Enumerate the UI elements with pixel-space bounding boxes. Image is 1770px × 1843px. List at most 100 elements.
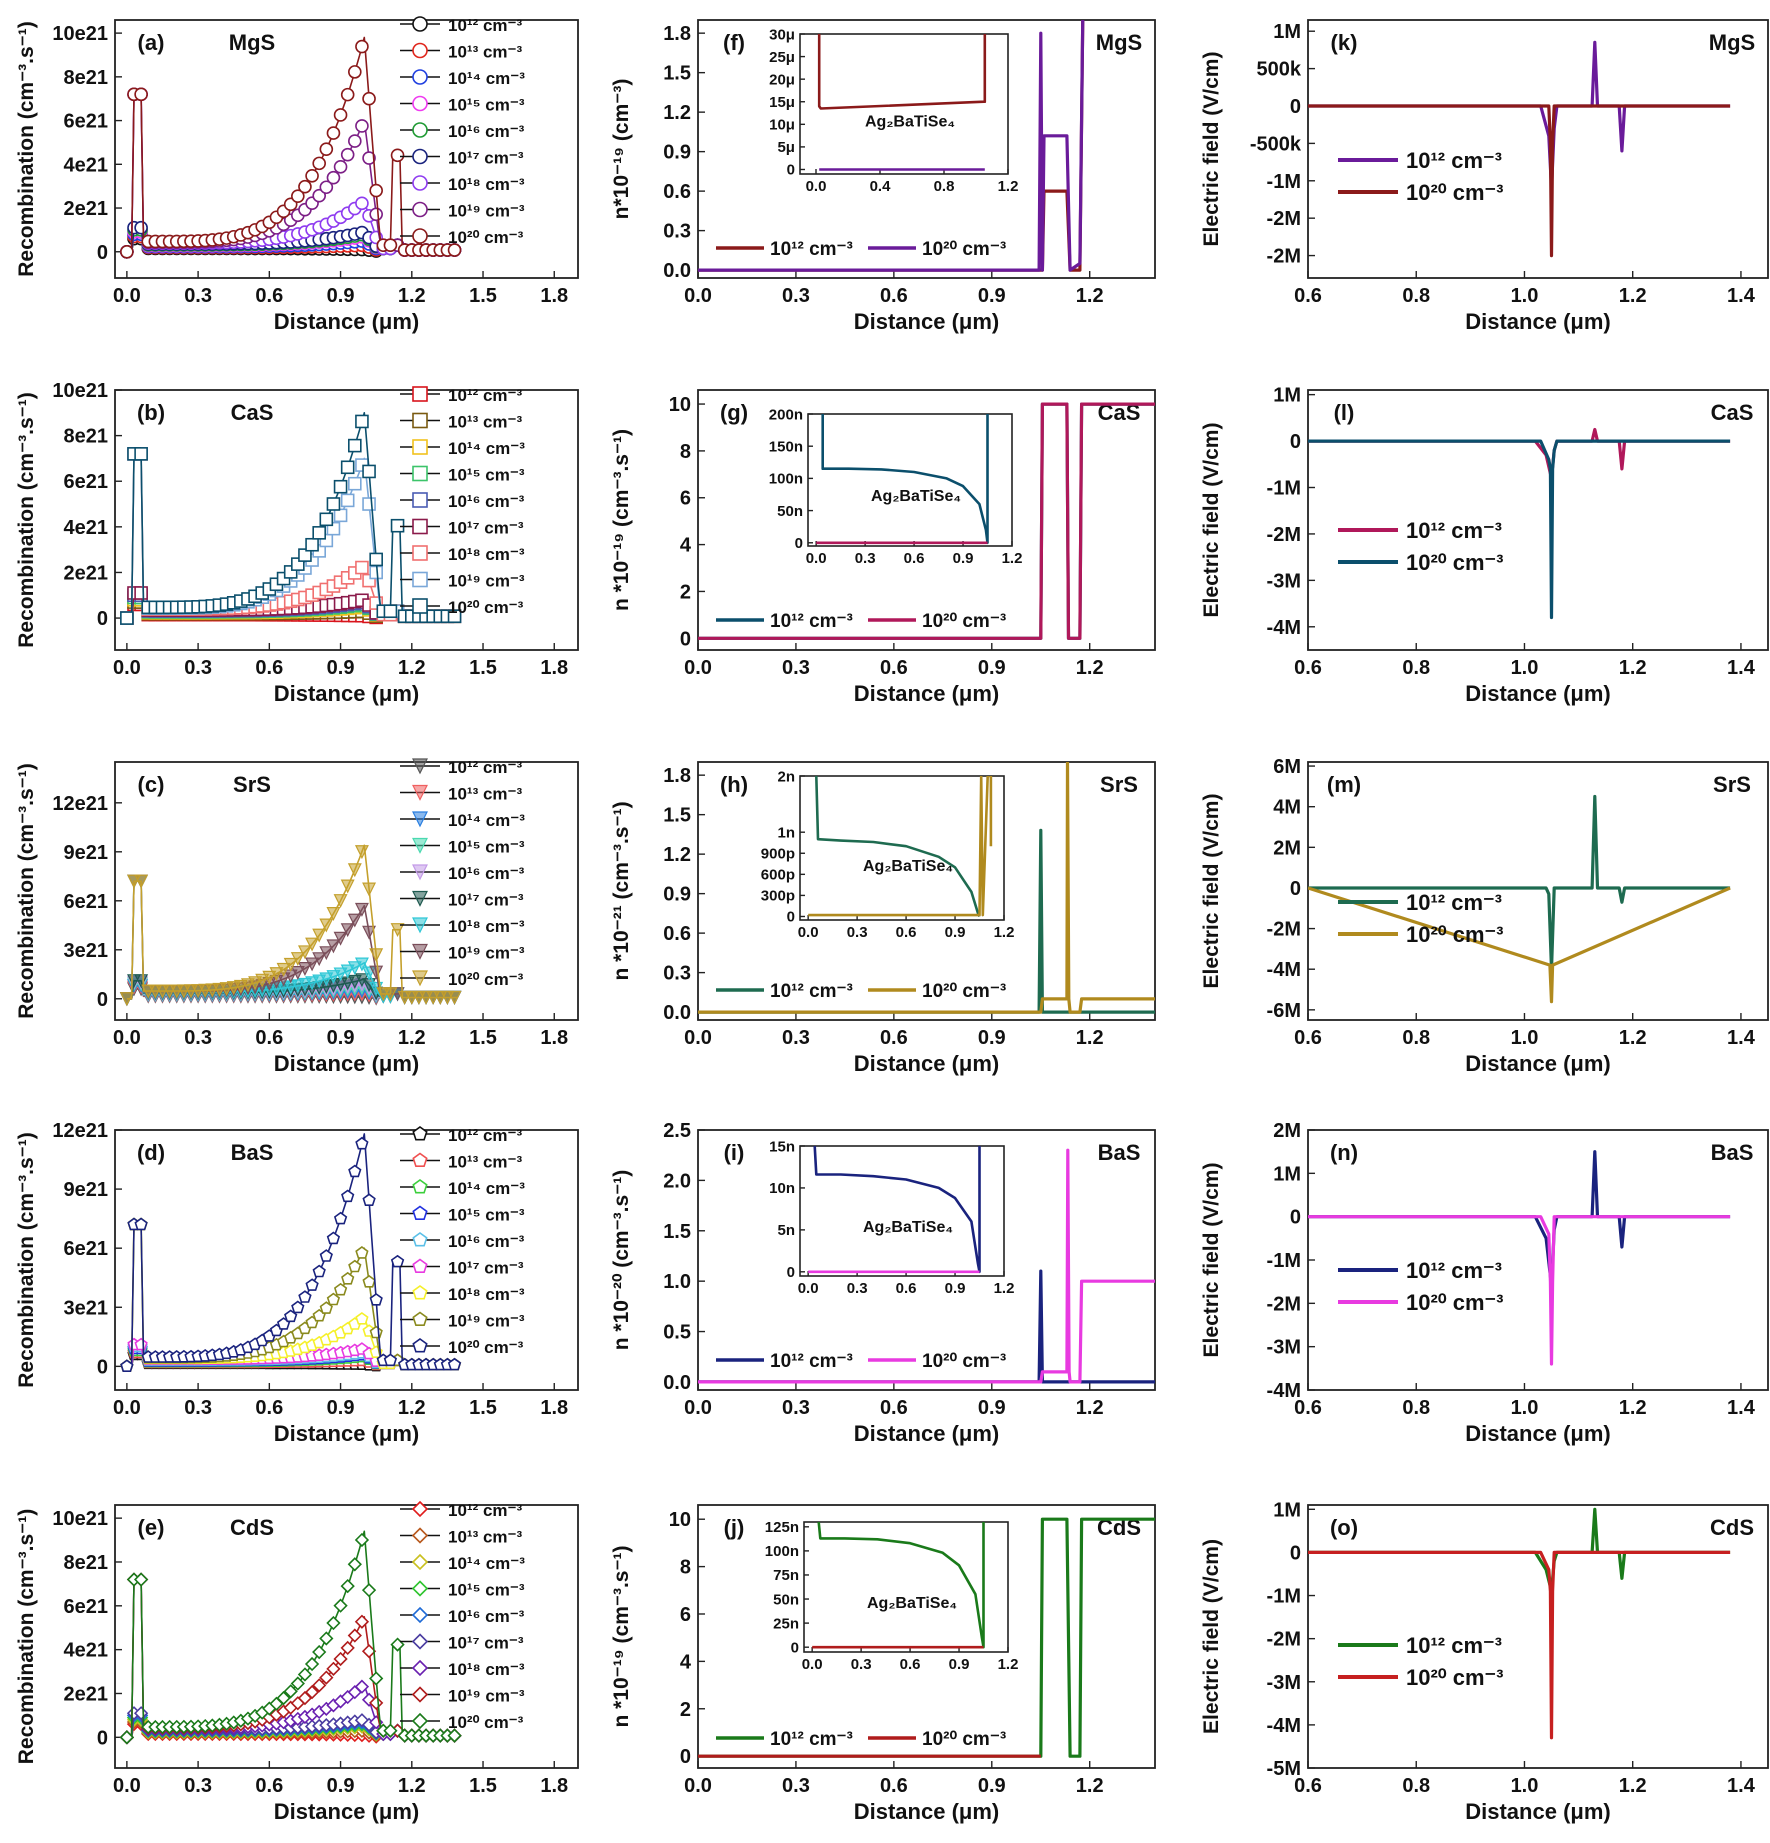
- x-tick-label: 0.0: [798, 924, 819, 941]
- data-point: [362, 925, 377, 940]
- data-point: [412, 864, 428, 881]
- data-point: [319, 512, 334, 527]
- y-tick-label: -3M: [1267, 570, 1301, 592]
- data-point: [333, 108, 348, 122]
- y-tick-label: 0: [787, 1264, 795, 1281]
- y-tick-label: 8e21: [64, 426, 109, 448]
- x-tick-label: 0.9: [978, 657, 1006, 679]
- material-label: CaS: [1711, 400, 1754, 425]
- legend-entry: 10²⁰ cm⁻³: [1406, 180, 1503, 205]
- y-tick-label: 0.9: [663, 884, 691, 906]
- plot-frame: [1307, 761, 1769, 1021]
- data-point: [347, 961, 362, 976]
- y-tick-label: 10μ: [769, 117, 795, 134]
- inset-label: Ag₂BaTiSe₄: [863, 1219, 953, 1236]
- y-tick-label: 4e21: [64, 517, 109, 539]
- legend-entry: 10¹⁵ cm⁻³: [448, 1206, 525, 1225]
- data-point: [411, 1553, 429, 1571]
- data-point: [383, 1353, 398, 1367]
- y-tick-label: 0.3: [663, 963, 691, 985]
- y-tick-label: 2n: [777, 768, 795, 785]
- inset-frame: [799, 775, 1005, 921]
- series-line: [1308, 439, 1731, 620]
- legend-entry: 10¹² cm⁻³: [448, 386, 522, 405]
- legend-entry: 10²⁰ cm⁻³: [922, 1729, 1006, 1750]
- data-point: [361, 1583, 377, 1598]
- legend-entry: 10²⁰ cm⁻³: [922, 611, 1006, 632]
- data-point: [305, 537, 319, 552]
- data-point: [319, 1301, 333, 1314]
- data-point: [305, 957, 320, 972]
- data-point: [340, 1640, 355, 1656]
- legend-entry: 10¹⁸ cm⁻³: [448, 917, 525, 936]
- y-tick-label: 6e21: [64, 891, 109, 913]
- y-tick-label: -1M: [1267, 1250, 1301, 1272]
- data-point: [134, 974, 149, 989]
- data-point: [312, 1264, 326, 1278]
- x-tick-label: 1.2: [998, 178, 1019, 195]
- data-point: [362, 464, 376, 479]
- x-tick-label: 0.6: [255, 657, 283, 679]
- inset-label: Ag₂BaTiSe₄: [865, 113, 955, 130]
- data-point: [412, 492, 428, 508]
- y-tick-label: 25n: [773, 1615, 799, 1632]
- data-point: [369, 965, 384, 980]
- data-point: [412, 1205, 428, 1220]
- x-tick-label: 0.3: [184, 657, 212, 679]
- x-tick-label: 0.3: [184, 1775, 212, 1797]
- x-tick-label: 0.3: [851, 1656, 872, 1673]
- y-tick-label: 6: [680, 1604, 691, 1626]
- data-point: [298, 1290, 312, 1303]
- series-8: [120, 1133, 462, 1372]
- legend-entry: 10¹⁵ cm⁻³: [448, 466, 525, 485]
- legend-entry: 10¹⁹ cm⁻³: [448, 572, 525, 591]
- legend-entry: 10¹² cm⁻³: [770, 611, 853, 632]
- series-line: [1308, 1507, 1731, 1593]
- data-point: [362, 91, 376, 106]
- panel-label: (n): [1330, 1140, 1358, 1165]
- data-point: [326, 1231, 341, 1245]
- panel-label: (l): [1334, 400, 1355, 425]
- x-tick-label: 0.9: [945, 1280, 966, 1297]
- legend-entry: 10²⁰ cm⁻³: [1406, 922, 1503, 947]
- legend-entry: 10¹⁴ cm⁻³: [448, 69, 525, 88]
- x-tick-label: 1.8: [540, 1775, 568, 1797]
- y-tick-label: -1M: [1267, 171, 1301, 193]
- panel-j: 0.0 0.3 0.6 0.9 1.2 0 2 4 6 8 10 Distance (μm) n *10…: [610, 1504, 1156, 1824]
- x-tick-label: 0.8: [1402, 285, 1430, 307]
- data-point: [333, 479, 348, 494]
- inset-series-line: [808, 776, 993, 917]
- y-tick-label: 6e21: [64, 471, 109, 493]
- x-tick-label: 1.4: [1727, 285, 1756, 307]
- legend-entry: 10¹³ cm⁻³: [448, 1528, 522, 1547]
- y-tick-label: 150n: [769, 438, 803, 455]
- y-tick-label: 0: [1290, 96, 1301, 118]
- data-point: [412, 122, 428, 138]
- data-point: [354, 902, 369, 917]
- data-point: [390, 518, 405, 533]
- plot-frame: [697, 1129, 1156, 1391]
- panel-o: 0.6 0.8 1.0 1.2 1.4 1M 0 -1M -2M -3M -4M -5M Distanc…: [1200, 1499, 1769, 1824]
- data-point: [355, 1246, 369, 1259]
- data-point: [326, 1661, 341, 1676]
- y-tick-label: 2e21: [64, 198, 109, 220]
- legend-entry: 10²⁰ cm⁻³: [1406, 1665, 1503, 1690]
- data-point: [333, 894, 348, 909]
- y-tick-label: -6M: [1267, 1000, 1301, 1022]
- data-point: [333, 1211, 348, 1225]
- legend-entry: 10¹³ cm⁻³: [448, 1153, 522, 1172]
- x-tick-label: 0.0: [113, 285, 141, 307]
- data-point: [333, 931, 348, 946]
- y-tick-label: 2e21: [64, 1683, 109, 1705]
- panel-label: (m): [1327, 772, 1361, 797]
- data-point: [297, 1667, 313, 1682]
- series-6: [120, 87, 462, 259]
- data-point: [412, 148, 428, 165]
- data-point: [412, 42, 428, 59]
- data-point: [411, 1500, 429, 1518]
- data-point: [412, 598, 428, 614]
- x-tick-label: 0.9: [978, 285, 1006, 307]
- y-axis-label: Electric field (V/cm): [1200, 423, 1223, 618]
- y-tick-label: 0.6: [663, 181, 691, 203]
- data-point: [412, 465, 428, 482]
